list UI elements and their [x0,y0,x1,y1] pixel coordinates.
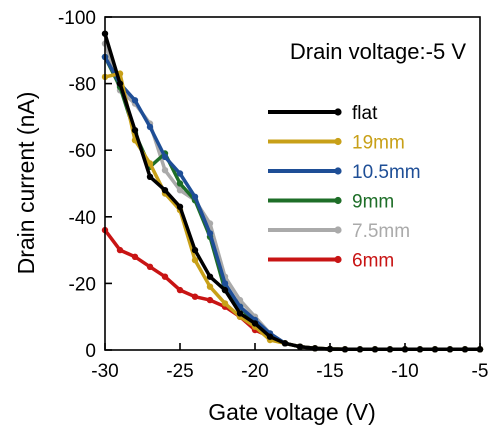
legend-label: 10.5mm [352,162,421,183]
y-tick-label: -40 [69,208,96,229]
data-point-10-5mm [221,280,229,287]
series-7-5mm [101,40,484,353]
series-9mm [101,53,484,353]
legend-marker [334,196,342,205]
data-point-6mm [176,286,184,294]
x-axis-label: Gate voltage (V) [208,399,375,425]
series-line-10-5mm [103,55,482,352]
data-point-flat [221,286,229,294]
legend-marker [334,137,342,146]
data-point-10-5mm [206,230,214,237]
drain-voltage-annotation: Drain voltage:-5 V [290,39,466,64]
legend: flat 19mm 10.5mm 9mm 7.5mm 6mm [268,103,421,272]
data-point-flat [161,187,169,194]
data-point-flat [206,273,214,280]
data-point-flat [116,80,124,87]
data-point-flat [296,343,304,350]
legend-marker [334,255,342,264]
data-point-flat [251,320,259,327]
data-point-7-5mm [161,167,169,174]
data-point-19mm [206,283,214,290]
data-point-19mm [191,256,199,264]
legend-item-7-5mm: 7.5mm [268,221,410,242]
data-point-flat [131,127,139,134]
legend-label: 6mm [352,251,394,272]
series-line-9mm [103,55,482,352]
series-line-6mm [103,228,482,352]
series-line-flat [103,31,482,352]
legend-marker [334,108,342,116]
data-point-flat [266,333,274,340]
y-tick-label: -20 [69,274,96,295]
data-point-10-5mm [146,123,154,131]
legend-label: 7.5mm [352,221,410,242]
data-point-7-5mm [176,187,184,194]
y-tick-label: 0 [85,341,96,362]
legend-marker [334,226,342,234]
legend-label: flat [352,103,378,124]
y-tick-label: -100 [58,8,96,29]
legend-marker [334,167,342,175]
x-tick-label: -20 [241,361,268,382]
legend-item-19mm: 19mm [268,133,405,154]
data-point-flat [191,246,199,254]
y-tick-label: -80 [69,75,96,96]
data-point-6mm [146,263,154,270]
x-tick-label: -5 [472,361,489,382]
data-point-6mm [116,246,124,254]
x-tick-label: -30 [91,361,118,382]
data-point-19mm [221,300,229,307]
series-flat [101,30,484,353]
data-point-flat [176,203,184,210]
series-line-19mm [103,71,482,352]
data-point-flat [146,173,154,180]
data-point-10-5mm [131,97,139,104]
y-tick-label: -60 [69,141,96,162]
data-point-6mm [131,253,139,260]
data-point-6mm [161,273,169,280]
x-tick-label: -10 [391,361,418,382]
data-point-9mm [176,180,184,187]
data-point-6mm [206,296,214,304]
data-point-10-5mm [191,193,199,200]
series-line-7-5mm [103,41,482,352]
legend-item-9mm: 9mm [268,192,394,213]
series-10-5mm [101,53,484,353]
legend-item-10-5mm: 10.5mm [268,162,421,183]
x-tick-label: -25 [166,361,193,382]
x-tick-label: -15 [316,361,343,382]
data-point-10-5mm [161,153,169,161]
data-point-6mm [191,293,199,300]
legend-item-flat: flat [268,103,378,124]
legend-label: 19mm [352,133,405,154]
data-point-flat [236,310,244,317]
plot-frame [104,16,481,351]
y-axis-label: Drain current (nA) [13,92,39,275]
series-6mm [101,226,484,353]
data-point-flat [281,340,289,347]
data-point-10-5mm [176,170,184,177]
ticks-layer: -30 -25 -20 -15 -10 -5 0 -20 -40 -60 -80 -100 [58,8,488,382]
series-layer [101,30,484,353]
legend-item-6mm: 6mm [268,251,394,272]
data-point-19mm [146,160,154,167]
legend-label: 9mm [352,192,394,213]
